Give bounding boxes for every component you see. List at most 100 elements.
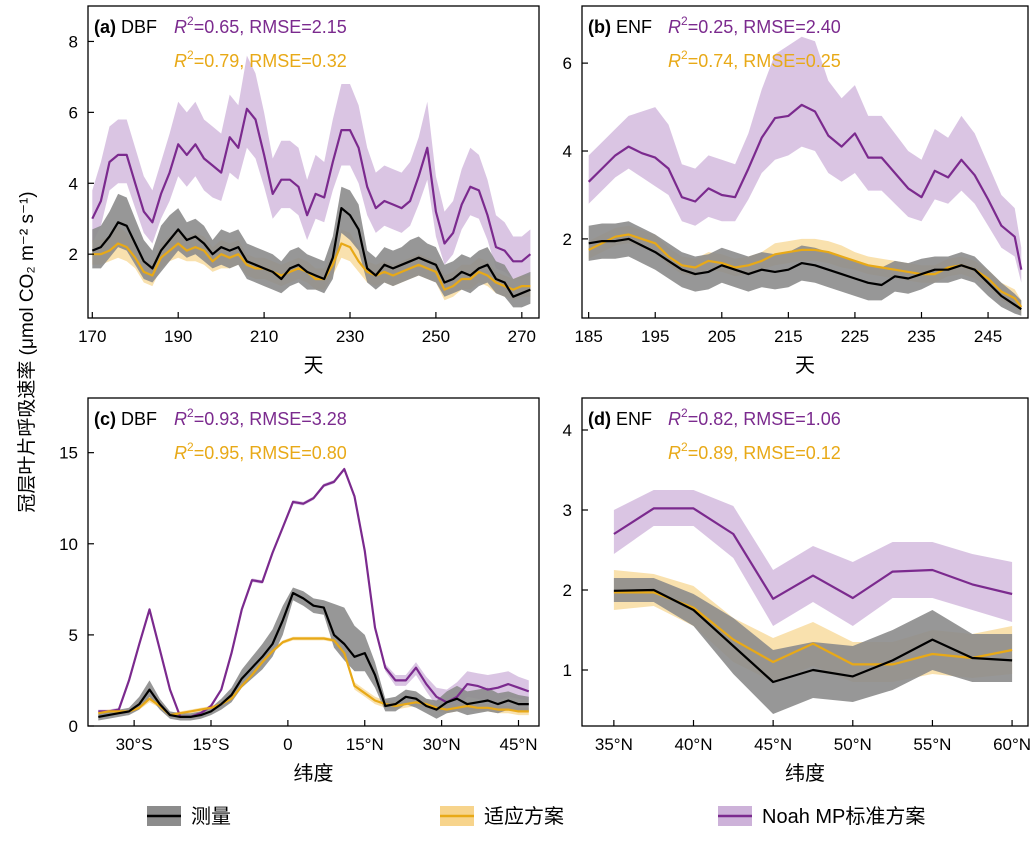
panel-c-band-noah	[98, 467, 529, 719]
panel-d-xtick-label: 50°N	[834, 735, 872, 754]
panel-c-pft: DBF	[121, 409, 157, 429]
panel-b-xtick-label: 215	[774, 327, 802, 346]
panel-b-stat-sup: 2	[681, 48, 688, 62]
panel-c-stat-noah: R2=0.93, RMSE=3.28	[174, 406, 347, 429]
panel-c-stat-r: R	[174, 443, 187, 463]
panel-a-xtick-label: 270	[508, 327, 536, 346]
panel-d-xlabel: 纬度	[785, 762, 825, 785]
panel-b-band-measured	[588, 221, 1022, 316]
panel-b-stat-sup: 2	[681, 14, 688, 28]
panel-d-title: (d) ENF	[588, 409, 652, 429]
panel-c-xlabel: 纬度	[294, 762, 334, 785]
panel-c-stat-r: R	[174, 409, 187, 429]
panel-d-xtick-label: 35°N	[595, 735, 633, 754]
y-axis-label: 冠层叶片呼吸速率 (μmol CO₂ m⁻² s⁻¹)	[16, 191, 38, 512]
panel-d-panel-id: (d)	[588, 409, 611, 429]
legend-item-measured: 测量	[147, 805, 231, 828]
panel-b-line-measured	[588, 237, 1022, 311]
panel-d-stat-r: R	[668, 409, 681, 429]
panel-a-band-noah	[92, 55, 531, 279]
panel-b-xlabel: 天	[795, 355, 815, 377]
panel-d-xtick-label: 55°N	[913, 735, 951, 754]
panel-a-stat-value: =0.65, RMSE=2.15	[194, 17, 347, 37]
panel-d-stat-noah: R2=0.82, RMSE=1.06	[668, 406, 841, 429]
panel-a-xtick-label: 190	[164, 327, 192, 346]
panel-a-ytick-label: 8	[69, 32, 78, 51]
panel-b-xtick-label: 225	[841, 327, 869, 346]
panel-c-band-measured	[98, 587, 529, 721]
panel-b-stat-value: =0.25, RMSE=2.40	[688, 17, 841, 37]
panel-b-pft: ENF	[616, 17, 652, 37]
panel-d-line-noah	[613, 507, 1013, 600]
panel-a-stat-adapted: R2=0.79, RMSE=0.32	[174, 48, 347, 71]
panel-b-ytick-label: 4	[563, 142, 572, 161]
panel-c-xtick-label: 30°S	[116, 735, 153, 754]
panel-a-pft: DBF	[121, 17, 157, 37]
panel-d-ytick-label: 3	[563, 501, 572, 520]
panel-c-xtick-label: 0	[283, 735, 292, 754]
panel-c-line-noah	[98, 468, 530, 719]
panel-b-stat-noah: R2=0.25, RMSE=2.40	[668, 14, 841, 37]
panel-a-stat-r: R	[174, 51, 187, 71]
legend: 测量 适应方案 Noah MP标准方案	[147, 805, 925, 828]
panel-b-band-noah	[588, 36, 1022, 283]
panel-a-xtick-label: 230	[336, 327, 364, 346]
panel-a-stat-sup: 2	[187, 48, 194, 62]
panel-c-ytick-label: 5	[69, 626, 78, 645]
panel-d-band-measured	[613, 578, 1013, 714]
panel-b-ytick-label: 6	[563, 54, 572, 73]
panel-a-line-noah	[91, 107, 532, 263]
panel-b-xtick-label: 205	[708, 327, 736, 346]
panel-d-xtick-label: 40°N	[675, 735, 713, 754]
panel-c-xtick-label: 15°S	[192, 735, 229, 754]
panel-b-plot-area	[587, 36, 1023, 316]
panel-d-ytick-label: 2	[563, 581, 572, 600]
legend-label-noah: Noah MP标准方案	[762, 805, 925, 828]
panel-c-stat-adapted: R2=0.95, RMSE=0.80	[174, 440, 347, 463]
panel-d-stat-value: =0.82, RMSE=1.06	[688, 409, 841, 429]
panel-c-stat-sup: 2	[187, 440, 194, 454]
panel-a-band-measured	[92, 186, 531, 308]
panel-c-ytick-label: 0	[69, 717, 78, 736]
panel-a-stat-value: =0.79, RMSE=0.32	[194, 51, 347, 71]
panel-a-stat-noah: R2=0.65, RMSE=2.15	[174, 14, 347, 37]
panel-b-line-noah	[587, 103, 1023, 270]
panel-b-stat-value: =0.74, RMSE=0.25	[688, 51, 841, 71]
panel-b-stat-r: R	[668, 51, 681, 71]
panel-a-ytick-label: 4	[69, 174, 78, 193]
panel-b-xtick-label: 245	[974, 327, 1002, 346]
panel-b-xtick-label: 195	[641, 327, 669, 346]
panel-d-stat-sup: 2	[681, 440, 688, 454]
panel-b-xtick-label: 185	[574, 327, 602, 346]
panel-c-line-measured	[98, 591, 529, 719]
panel-a-stat-sup: 2	[187, 14, 194, 28]
panel-d-line-measured	[613, 588, 1013, 684]
panel-c-stat-sup: 2	[187, 406, 194, 420]
panel-a-xtick-label: 170	[78, 327, 106, 346]
panel-b-title: (b) ENF	[588, 17, 652, 37]
panel-c-stat-value: =0.95, RMSE=0.80	[194, 443, 347, 463]
panel-b-stat-adapted: R2=0.74, RMSE=0.25	[668, 48, 841, 71]
panel-a-line-adapted	[92, 242, 531, 291]
panel-a-line-measured	[91, 207, 531, 298]
panel-a-ytick-label: 6	[69, 103, 78, 122]
panel-b-frame	[581, 5, 1029, 319]
panel-a-xtick-label: 250	[422, 327, 450, 346]
panel-b-xtick-label: 235	[907, 327, 935, 346]
panel-b-ytick-label: 2	[563, 230, 572, 249]
panel-a-title: (a) DBF	[94, 17, 157, 37]
panel-d-stat-sup: 2	[681, 406, 688, 420]
panel-d-stat-r: R	[668, 443, 681, 463]
panel-c-ytick-label: 15	[59, 444, 78, 463]
panel-c-ytick-label: 10	[59, 535, 78, 554]
panel-a-stat-r: R	[174, 17, 187, 37]
panel-d-stat-adapted: R2=0.89, RMSE=0.12	[668, 440, 841, 463]
panel-a-xtick-label: 210	[250, 327, 278, 346]
panel-c-plot-area	[98, 467, 530, 721]
panel-a-xlabel: 天	[304, 355, 324, 377]
panel-a-panel-id: (a)	[94, 17, 116, 37]
